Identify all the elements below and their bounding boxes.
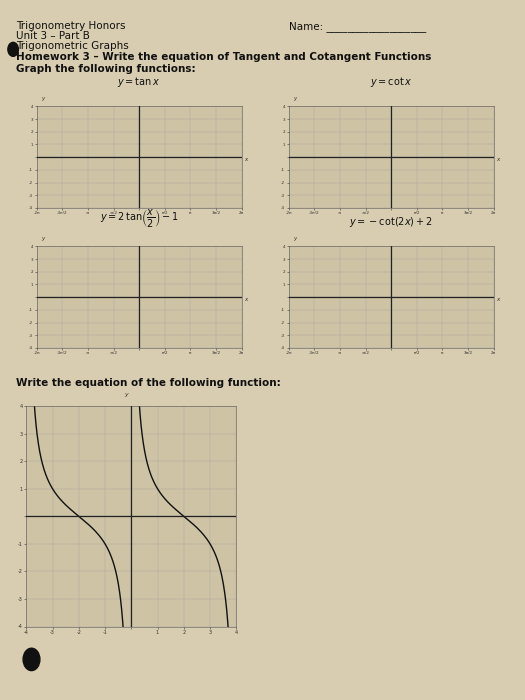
Text: $y = \cot x$: $y = \cot x$ (370, 75, 413, 89)
Text: $x$: $x$ (244, 155, 249, 162)
Text: $x$: $x$ (496, 155, 501, 162)
Circle shape (23, 648, 40, 671)
Circle shape (8, 42, 18, 57)
Text: $x$: $x$ (244, 295, 249, 302)
Text: $y$: $y$ (293, 95, 298, 104)
Text: Trigonometric Graphs: Trigonometric Graphs (16, 41, 129, 50)
Text: $y$: $y$ (124, 391, 130, 400)
Text: Graph the following functions:: Graph the following functions: (16, 64, 195, 74)
Text: $y$: $y$ (41, 235, 46, 244)
Text: Write the equation of the following function:: Write the equation of the following func… (16, 378, 280, 388)
Text: $y = 2\,\tan\!\left(\dfrac{x}{2}\right) - 1$: $y = 2\,\tan\!\left(\dfrac{x}{2}\right) … (100, 207, 178, 229)
Text: $y$: $y$ (41, 95, 46, 104)
Text: Name: ___________________: Name: ___________________ (289, 21, 426, 32)
Text: $y = \tan x$: $y = \tan x$ (118, 75, 161, 89)
Text: $y$: $y$ (293, 235, 298, 244)
Text: Homework 3 – Write the equation of Tangent and Cotangent Functions: Homework 3 – Write the equation of Tange… (16, 52, 431, 62)
Text: Unit 3 – Part B: Unit 3 – Part B (16, 31, 90, 41)
Text: $y = -\cot(2x) + 2$: $y = -\cot(2x) + 2$ (349, 215, 433, 229)
Text: Trigonometry Honors: Trigonometry Honors (16, 21, 125, 31)
Text: $x$: $x$ (496, 295, 501, 302)
